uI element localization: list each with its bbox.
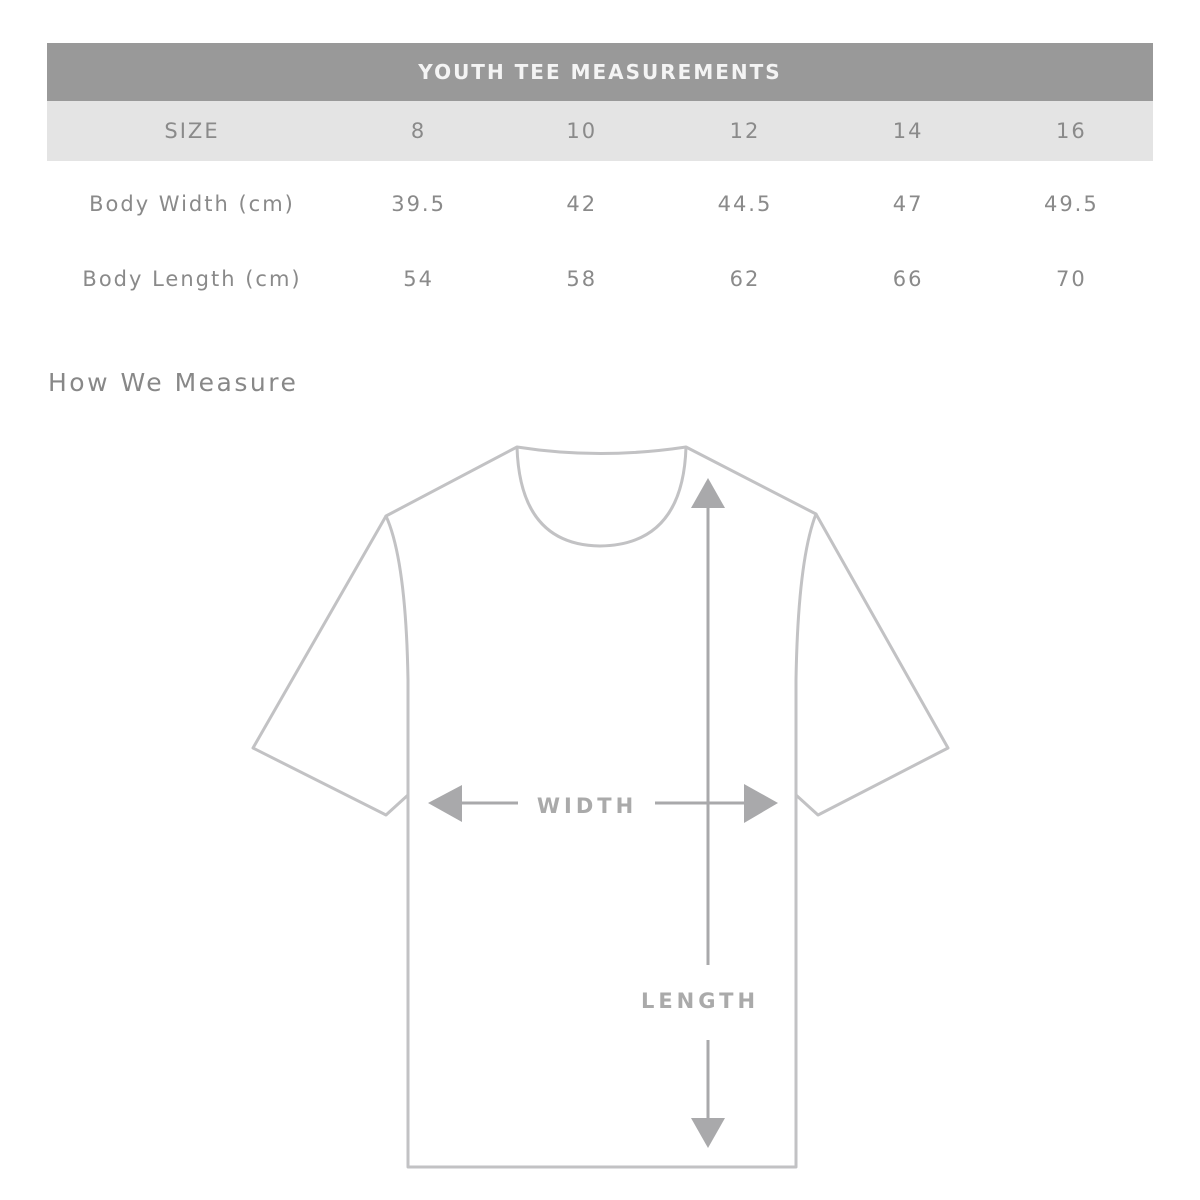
how-we-measure-heading: How We Measure	[48, 368, 299, 397]
table-cell: 49.5	[1043, 191, 1099, 216]
table-cell: 47	[892, 191, 924, 216]
row-label: Body Width (cm)	[89, 191, 295, 216]
size-header-row: SIZE 8 10 12 14 16	[47, 101, 1153, 161]
table-cell: 70	[1055, 266, 1087, 291]
size-14: 14	[892, 119, 924, 143]
size-16: 16	[1055, 119, 1087, 143]
table-cell: 58	[566, 266, 598, 291]
table-title: YOUTH TEE MEASUREMENTS	[47, 43, 1153, 101]
size-10: 10	[566, 119, 598, 143]
table-cell: 66	[892, 266, 924, 291]
table-cell: 62	[729, 266, 761, 291]
table-row-body-width: Body Width (cm) 39.5 42 44.5 47 49.5	[47, 166, 1153, 241]
size-8: 8	[410, 119, 427, 143]
table-cell: 39.5	[391, 191, 446, 216]
table-cell: 42	[566, 191, 598, 216]
width-label: WIDTH	[537, 794, 637, 818]
length-label: LENGTH	[641, 989, 759, 1013]
size-12: 12	[729, 119, 761, 143]
length-arrow	[691, 478, 725, 1148]
measurements-table: YOUTH TEE MEASUREMENTS SIZE 8 10 12 14 1…	[47, 43, 1153, 316]
tshirt-outline	[251, 445, 950, 1169]
row-label: Body Length (cm)	[82, 266, 302, 291]
table-cell: 54	[403, 266, 434, 291]
table-row-body-length: Body Length (cm) 54 58 62 66 70	[47, 241, 1153, 316]
size-label: SIZE	[164, 119, 220, 143]
table-cell: 44.5	[717, 191, 773, 216]
width-arrow	[428, 784, 778, 823]
